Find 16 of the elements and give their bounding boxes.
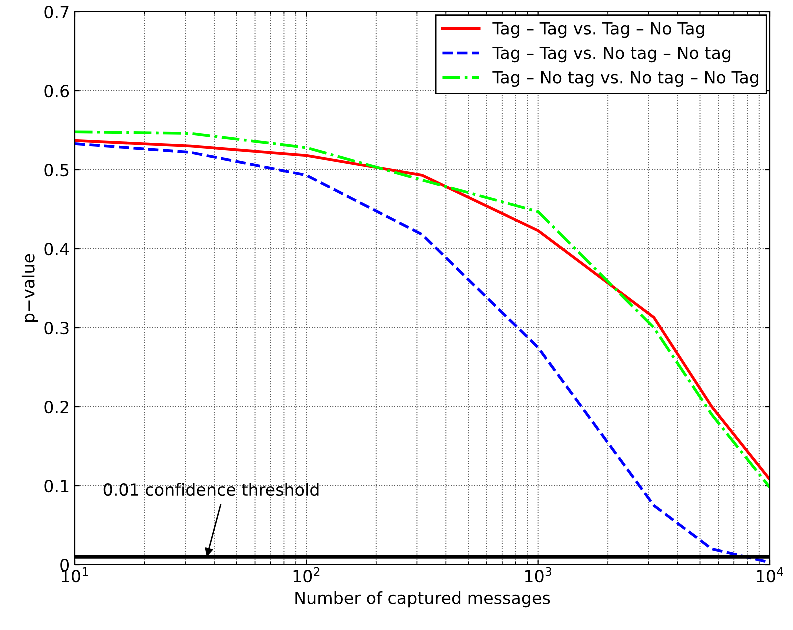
- ref-line-label: 0.01 confidence threshold: [104, 483, 319, 496]
- x-tick-label: 10$^{2}$: [294, 567, 320, 583]
- y-axis-title: p−value: [22, 254, 38, 322]
- y-tick-label: 0.1: [44, 480, 69, 493]
- y-tick-label: 0.7: [44, 6, 69, 19]
- legend-label: Tag – Tag vs. Tag – No Tag: [492, 22, 704, 38]
- y-tick-label: 0.4: [44, 242, 70, 256]
- y-tick-label: 0.6: [44, 84, 70, 98]
- x-tick-label: 10$^{4}$: [757, 568, 784, 583]
- y-tick-label: 0.3: [44, 322, 69, 335]
- legend-label: Tag – No tag vs. No tag – No Tag: [492, 71, 758, 88]
- legend-label: Tag – Tag vs. No tag – No tag: [492, 46, 731, 63]
- y-tick-label: 0.2: [44, 400, 68, 414]
- x-axis-title: Number of captured messages: [296, 592, 550, 608]
- x-tick-label: 10$^{3}$: [525, 567, 552, 583]
- y-tick-label: 0.5: [44, 164, 69, 177]
